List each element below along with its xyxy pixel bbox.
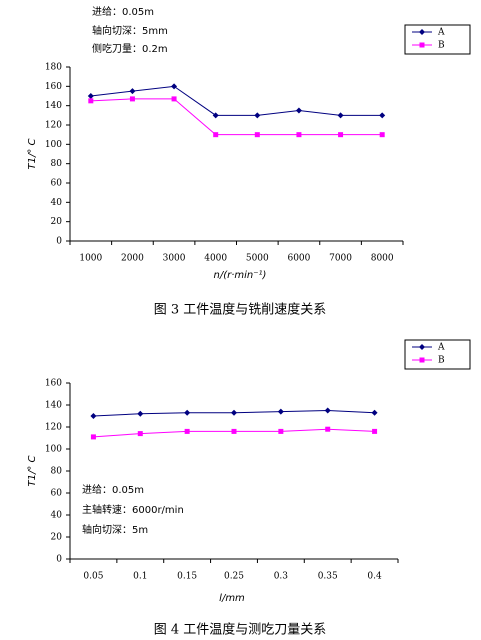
y-tick-label: 0: [56, 555, 62, 565]
marker: [371, 409, 378, 416]
legend-label: B: [438, 41, 445, 51]
marker: [171, 96, 177, 102]
marker: [231, 428, 237, 434]
marker: [87, 93, 94, 99]
x-tick-label: 7000: [329, 254, 352, 264]
x-tick-label: 0.35: [318, 572, 338, 582]
marker: [212, 112, 219, 119]
x-tick-label: 0.15: [177, 572, 197, 582]
y-tick-label: 100: [45, 140, 62, 150]
caption: 图 4 工件温度与测吃刀量关系: [154, 622, 327, 638]
marker: [324, 407, 331, 414]
x-tick-label: 4000: [204, 254, 227, 264]
marker: [325, 426, 331, 432]
y-tick-label: 80: [51, 159, 63, 169]
marker: [90, 413, 97, 419]
legend-label: A: [437, 343, 445, 353]
annotation: 主轴转速：6000r/min: [82, 503, 184, 516]
marker: [419, 29, 425, 35]
x-axis-label: l/mm: [219, 593, 245, 604]
y-tick-label: 160: [45, 379, 62, 389]
marker: [296, 132, 302, 138]
y-tick-label: 120: [45, 121, 62, 131]
y-tick-label: 0: [56, 237, 62, 247]
annotation: 轴向切深：5m: [82, 523, 148, 536]
marker: [277, 408, 284, 415]
legend-label: A: [437, 28, 445, 38]
marker: [379, 132, 385, 138]
series-line: [90, 85, 383, 116]
y-tick-label: 80: [51, 467, 63, 477]
x-axis-label: n/(r·min⁻¹): [214, 270, 267, 281]
x-tick-label: 3000: [163, 254, 186, 264]
x-tick-label: 0.25: [224, 572, 244, 582]
marker: [419, 344, 425, 350]
annotation: 侧吃刀量：0.2m: [92, 42, 168, 55]
y-tick-label: 180: [45, 63, 62, 73]
marker: [337, 112, 344, 119]
annotation: 轴向切深：5mm: [92, 24, 168, 37]
x-tick-label: 0.1: [133, 572, 147, 582]
marker: [171, 83, 178, 90]
y-tick-label: 160: [45, 82, 62, 92]
marker: [137, 410, 144, 417]
y-tick-label: 60: [51, 179, 63, 189]
y-tick-label: 20: [51, 217, 63, 227]
marker: [254, 132, 260, 138]
marker: [129, 88, 136, 95]
y-tick-label: 40: [51, 511, 63, 521]
caption: 图 3 工件温度与铣削速度关系: [154, 302, 327, 318]
marker: [379, 112, 386, 119]
y-tick-label: 140: [45, 401, 62, 411]
marker: [295, 107, 302, 114]
annotation: 进给：0.05m: [82, 483, 144, 496]
x-tick-label: 0.05: [83, 572, 103, 582]
marker: [419, 42, 425, 48]
y-tick-label: 40: [51, 198, 63, 208]
marker: [137, 431, 143, 437]
y-axis-label: T1/° C: [27, 455, 38, 486]
marker: [278, 428, 284, 434]
y-tick-label: 100: [45, 445, 62, 455]
marker: [231, 409, 237, 416]
x-tick-label: 0.3: [274, 572, 289, 582]
x-tick-label: 6000: [287, 254, 310, 264]
legend-label: B: [438, 356, 445, 366]
x-tick-label: 1000: [79, 254, 102, 264]
x-tick-label: 0.4: [367, 572, 382, 582]
y-tick-label: 140: [45, 101, 62, 111]
series-line: [90, 98, 383, 136]
x-tick-label: 2000: [121, 254, 144, 264]
marker: [338, 132, 344, 138]
marker: [184, 428, 190, 434]
marker: [129, 96, 135, 102]
annotation: 进给：0.05m: [92, 5, 154, 18]
marker: [213, 132, 219, 138]
x-tick-label: 5000: [246, 254, 269, 264]
y-tick-label: 120: [45, 423, 62, 433]
x-tick-label: 8000: [371, 254, 394, 264]
legend-box: [404, 339, 471, 370]
y-tick-label: 60: [51, 489, 63, 499]
marker: [419, 357, 425, 363]
marker: [372, 428, 378, 434]
marker: [254, 112, 261, 119]
y-axis-label: T1/° C: [27, 138, 38, 169]
marker: [88, 98, 94, 104]
marker: [184, 409, 191, 416]
legend-box: [404, 24, 471, 55]
y-tick-label: 20: [51, 533, 63, 543]
marker: [90, 434, 96, 440]
